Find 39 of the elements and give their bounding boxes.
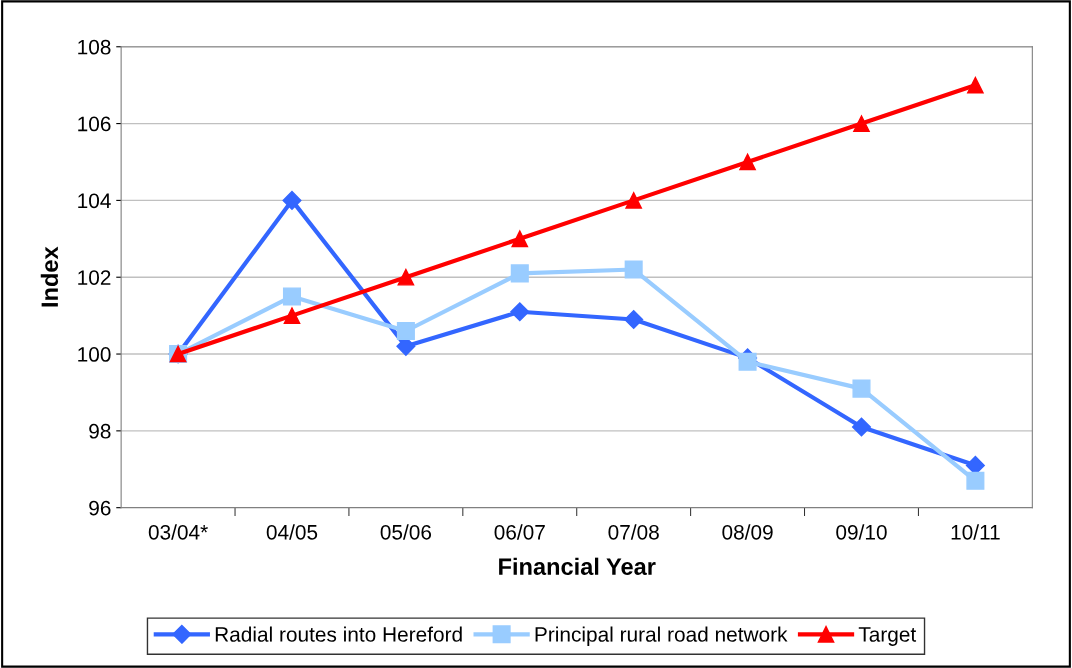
legend-label: Target (858, 627, 917, 646)
point (852, 379, 871, 398)
point (397, 268, 415, 286)
x-tick-label: 07/08 (608, 524, 659, 540)
point (624, 309, 644, 330)
point (967, 76, 984, 94)
point (624, 260, 643, 279)
y-tick-label: 102 (78, 270, 111, 285)
point (851, 417, 872, 437)
x-tick-label: 05/06 (380, 524, 432, 540)
point (282, 287, 302, 306)
legend-label: Radial routes into Hereford (215, 626, 462, 642)
point (282, 190, 302, 210)
point (965, 455, 985, 475)
x-tick-label: 06/07 (494, 524, 545, 540)
point (511, 230, 529, 248)
legend-label: Principal rural road network (535, 626, 788, 646)
point (966, 471, 985, 490)
y-tick-label: 108 (78, 39, 111, 55)
point (396, 321, 415, 341)
y-tick-label: 106 (78, 116, 111, 132)
y-tick-label: 104 (78, 193, 111, 209)
point (510, 302, 530, 322)
x-tick-label: 03/04* (148, 524, 208, 540)
point (625, 192, 643, 209)
x-axis-title: Financial Year (499, 557, 656, 575)
point (510, 264, 529, 283)
y-axis-title: Index (40, 246, 59, 307)
y-tick-label: 100 (78, 347, 111, 362)
y-tick-label: 96 (89, 500, 111, 516)
x-tick-label: 04/05 (266, 524, 318, 540)
point (853, 115, 870, 132)
point (283, 307, 301, 324)
y-tick-label: 98 (89, 423, 111, 439)
x-tick-label: 08/09 (722, 524, 773, 540)
x-tick-label: 10/11 (951, 524, 1000, 540)
point (739, 153, 756, 171)
point (738, 352, 757, 371)
x-tick-label: 09/10 (836, 524, 887, 540)
